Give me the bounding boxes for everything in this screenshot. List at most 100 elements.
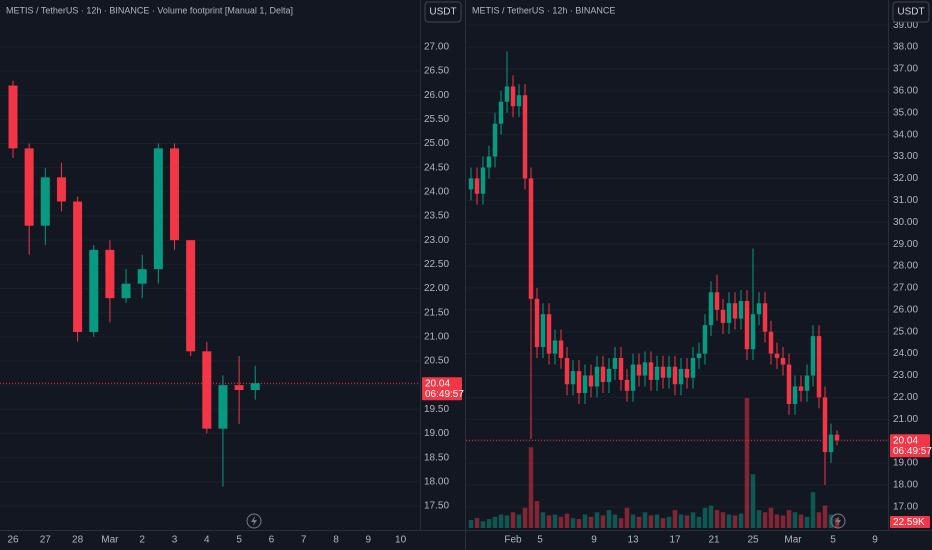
y-tick-label: 20.50 — [424, 356, 449, 367]
candle-body — [816, 336, 822, 398]
icon-circle[interactable] — [830, 513, 846, 529]
countdown-label: 06:49:57 — [425, 389, 464, 400]
candle-body — [8, 85, 18, 149]
candle-body — [504, 86, 510, 102]
volume-bar — [666, 516, 672, 528]
volume-bar — [606, 510, 612, 528]
candle-body — [486, 156, 492, 168]
candle-body — [684, 368, 690, 378]
volume-bar — [510, 512, 516, 528]
currency-button[interactable] — [424, 1, 462, 23]
candle-body — [678, 368, 684, 385]
volume-bar — [786, 510, 792, 528]
volume-bar — [648, 515, 654, 528]
candle-body — [552, 340, 558, 354]
icon-bolt[interactable] — [835, 516, 841, 526]
y-tick-label: 21.50 — [424, 307, 449, 318]
candle-body — [768, 331, 774, 354]
y-tick-label: 18.00 — [893, 480, 918, 491]
x-tick-label: Mar — [101, 535, 119, 546]
volume-bar — [552, 514, 558, 528]
candle-body — [696, 353, 702, 358]
volume-bar — [660, 518, 666, 528]
candle-body — [250, 383, 260, 390]
candle-body — [234, 385, 244, 390]
lightning-icon[interactable] — [246, 513, 262, 529]
candle-body — [558, 340, 564, 358]
candle-body — [786, 364, 792, 404]
icon-circle[interactable] — [246, 513, 262, 529]
y-tick-label: 26.50 — [424, 66, 449, 77]
volume-bar — [684, 515, 690, 528]
volume-bar — [804, 516, 810, 528]
candle-body — [218, 385, 228, 429]
volume-bar — [822, 505, 828, 528]
y-tick-label: 25.00 — [424, 138, 449, 149]
volume-bar — [612, 514, 618, 528]
volume-bar — [672, 510, 678, 528]
volume-bar — [762, 512, 768, 528]
candle-body — [780, 357, 786, 365]
x-tick-label: 26 — [7, 535, 19, 546]
candle-body — [630, 364, 636, 391]
y-tick-label: 25.00 — [893, 326, 918, 337]
candle-body — [186, 240, 196, 352]
candle-body — [582, 375, 588, 394]
y-tick-label: 28.00 — [893, 261, 918, 272]
y-tick-label: 23.00 — [893, 370, 918, 381]
candle-body — [750, 314, 756, 350]
volume-bar — [588, 516, 594, 528]
currency-label[interactable]: USDT — [429, 7, 456, 18]
y-tick-label: 30.00 — [893, 217, 918, 228]
volume-bar — [594, 512, 600, 528]
y-tick-label: 22.00 — [424, 283, 449, 294]
candle-body — [636, 364, 642, 376]
volume-bar — [642, 512, 648, 528]
x-tick-label: 27 — [40, 535, 52, 546]
candle-body — [726, 303, 732, 323]
volume-bar — [756, 510, 762, 528]
candle-body — [732, 303, 738, 319]
candle-body — [202, 351, 212, 429]
y-tick-label: 18.50 — [424, 452, 449, 463]
volume-box — [890, 516, 930, 528]
candle-body — [121, 283, 131, 299]
y-tick-label: 24.00 — [424, 186, 449, 197]
volume-bar — [750, 474, 756, 528]
volume-bar — [834, 517, 840, 528]
volume-bar — [498, 514, 504, 528]
currency-label[interactable]: USDT — [897, 7, 924, 18]
candle-body — [600, 366, 606, 383]
price-label: 20.04 — [425, 378, 450, 389]
candle-body — [804, 375, 810, 391]
y-tick-label: 19.00 — [893, 458, 918, 469]
candle-body — [24, 148, 34, 226]
candle-body — [474, 178, 480, 194]
volume-bar — [714, 510, 720, 528]
y-tick-label: 23.50 — [424, 211, 449, 222]
volume-bar — [654, 514, 660, 528]
volume-bar — [792, 512, 798, 528]
volume-bar — [774, 514, 780, 528]
candle-body — [612, 357, 618, 369]
candle-body — [105, 249, 115, 299]
candle-body — [774, 353, 780, 358]
icon-bolt[interactable] — [251, 516, 257, 526]
lightning-icon[interactable] — [830, 513, 846, 529]
y-tick-label: 37.00 — [893, 64, 918, 75]
y-tick-label: 35.00 — [893, 107, 918, 118]
y-tick-label: 17.50 — [424, 501, 449, 512]
y-tick-label: 32.00 — [893, 173, 918, 184]
candle-body — [720, 309, 726, 323]
y-tick-label: 29.00 — [893, 239, 918, 250]
x-tick-label: 9 — [366, 535, 372, 546]
candle-body — [570, 371, 576, 385]
y-tick-label: 21.00 — [893, 414, 918, 425]
volume-bar — [726, 514, 732, 528]
y-tick-label: 22.50 — [424, 259, 449, 270]
currency-button[interactable] — [892, 1, 930, 23]
y-tick-label: 39.00 — [893, 20, 918, 31]
x-tick-label: 5 — [830, 535, 836, 546]
candle-body — [510, 86, 516, 107]
volume-bar — [582, 514, 588, 528]
